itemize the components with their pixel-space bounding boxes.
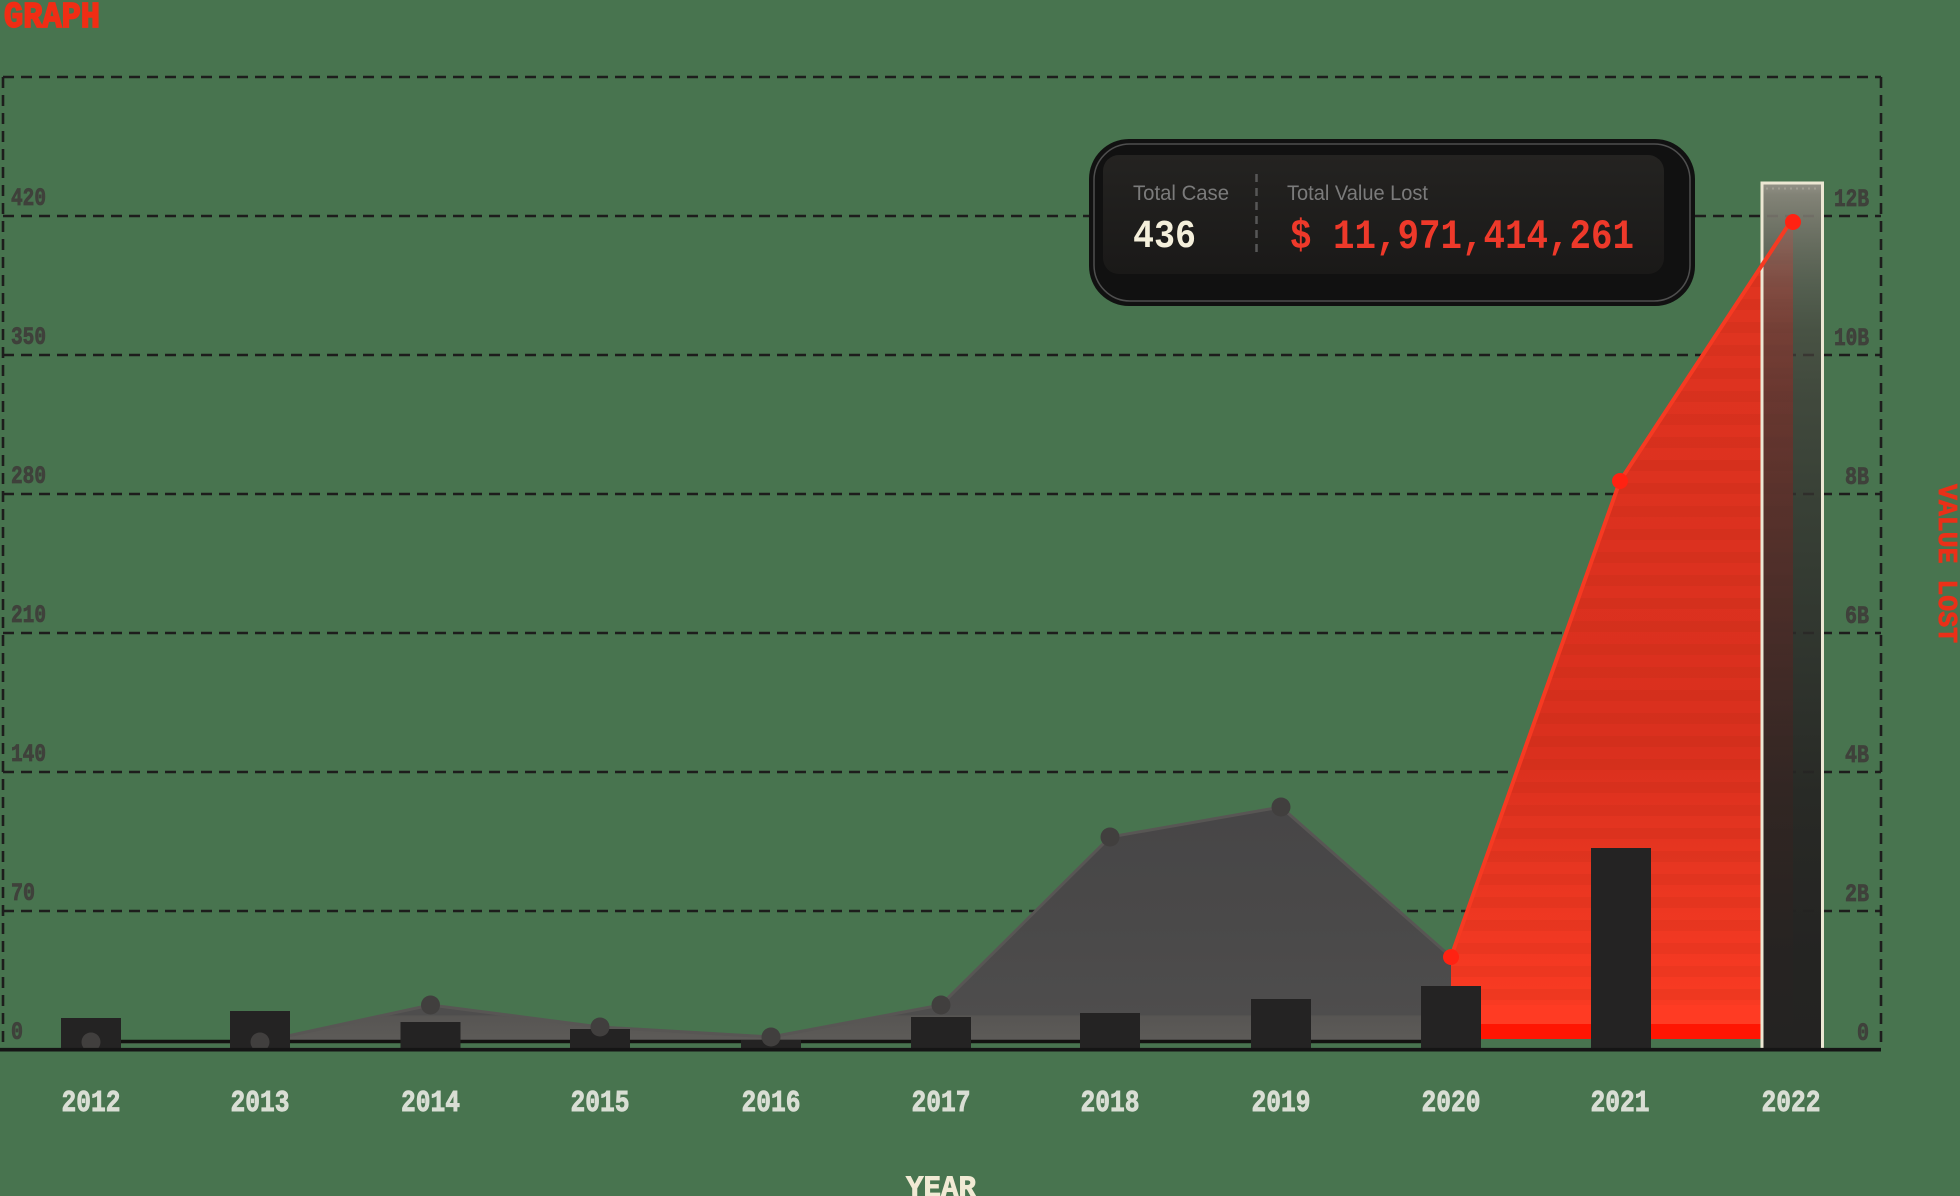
svg-text:VALUE LOST: VALUE LOST xyxy=(1930,484,1960,643)
svg-text:436: 436 xyxy=(1133,215,1196,260)
svg-text:70: 70 xyxy=(11,879,35,908)
svg-text:0: 0 xyxy=(1857,1019,1869,1048)
svg-text:12B: 12B xyxy=(1834,185,1869,214)
svg-text:2B: 2B xyxy=(1845,880,1869,909)
svg-text:350: 350 xyxy=(11,323,46,352)
svg-text:GRAPH: GRAPH xyxy=(4,0,100,38)
svg-text:2016: 2016 xyxy=(742,1086,801,1121)
svg-text:140: 140 xyxy=(11,740,46,769)
svg-text:2018: 2018 xyxy=(1081,1086,1140,1121)
svg-text:Total Value Lost: Total Value Lost xyxy=(1287,182,1428,205)
svg-text:8B: 8B xyxy=(1845,463,1869,492)
svg-text:420: 420 xyxy=(11,184,46,213)
svg-text:$ 11,971,414,261: $ 11,971,414,261 xyxy=(1290,213,1634,261)
svg-text:2013: 2013 xyxy=(231,1086,290,1121)
svg-text:2022: 2022 xyxy=(1762,1086,1821,1121)
svg-text:YEAR: YEAR xyxy=(906,1172,976,1196)
svg-text:0: 0 xyxy=(11,1018,23,1047)
svg-text:2015: 2015 xyxy=(571,1086,630,1121)
svg-text:2012: 2012 xyxy=(62,1086,121,1121)
svg-text:280: 280 xyxy=(11,462,46,491)
svg-text:2014: 2014 xyxy=(401,1086,460,1121)
svg-text:10B: 10B xyxy=(1834,324,1869,353)
svg-text:2020: 2020 xyxy=(1422,1086,1481,1121)
svg-text:210: 210 xyxy=(11,601,46,630)
svg-text:2019: 2019 xyxy=(1252,1086,1311,1121)
svg-text:Total Case: Total Case xyxy=(1133,182,1229,205)
svg-text:2021: 2021 xyxy=(1591,1086,1650,1121)
svg-text:4B: 4B xyxy=(1845,741,1869,770)
svg-text:6B: 6B xyxy=(1845,602,1869,631)
svg-text:2017: 2017 xyxy=(912,1086,971,1121)
